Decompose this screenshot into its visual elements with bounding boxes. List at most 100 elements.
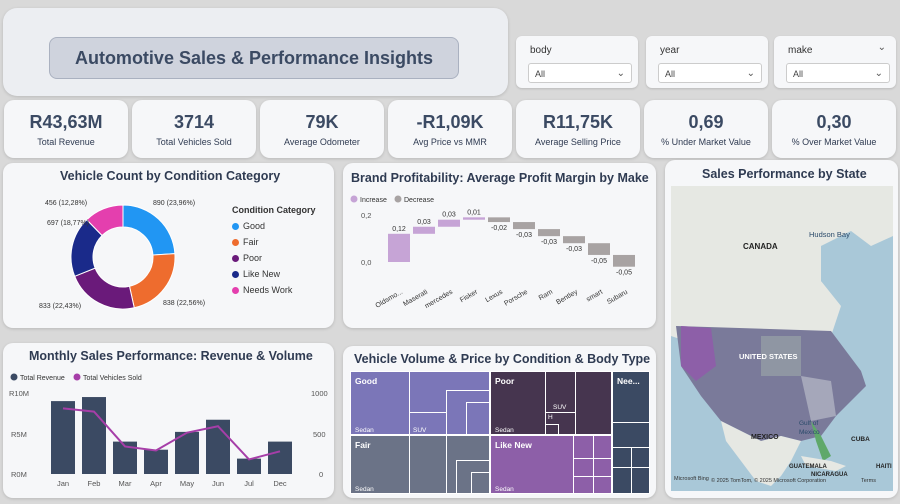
waterfall-bar[interactable]: [488, 217, 510, 222]
waterfall-chart: Increase Decrease 0,2 0,0 0,12 Oldsmo... 0…: [343, 163, 656, 328]
axis-tick: 0,2: [361, 211, 371, 220]
kpi-card[interactable]: R11,75K Average Selling Price: [516, 100, 640, 158]
kpi-value: 0,30: [772, 112, 896, 133]
title-panel: Automotive Sales & Performance Insights: [3, 8, 508, 96]
axis-tick: Oldsmo...: [375, 289, 404, 310]
donut-slice-poor[interactable]: [75, 268, 135, 309]
revenue-bar[interactable]: [82, 397, 106, 474]
legend-swatch: [232, 239, 239, 246]
map-canvas: [671, 186, 893, 491]
slicer-make[interactable]: make ⌄ All ⌄: [774, 36, 896, 88]
kpi-value: 3714: [132, 112, 256, 133]
kpi-label: Total Revenue: [4, 137, 128, 147]
map-label: GUATEMALA: [789, 464, 827, 470]
axis-tick: Mar: [119, 479, 132, 488]
treemap-group-likenew[interactable]: Like New Sedan: [490, 435, 612, 494]
chevron-down-icon: ⌄: [875, 68, 883, 79]
kpi-label: Average Odometer: [260, 137, 384, 147]
axis-tick: Porsche: [503, 289, 529, 308]
chevron-down-icon[interactable]: ⌄: [878, 42, 886, 53]
legend-swatch: [232, 271, 239, 278]
legend-item[interactable]: Like New: [232, 269, 316, 279]
map-card[interactable]: Sales Performance by State CANADA Hudson…: [665, 160, 898, 498]
legend-item[interactable]: Needs Work: [232, 285, 316, 295]
revenue-bar[interactable]: [268, 442, 292, 474]
kpi-card[interactable]: 0,69 % Under Market Value: [644, 100, 768, 158]
map-copyright: © 2025 TomTom, © 2025 Microsoft Corporat…: [711, 478, 826, 484]
treemap-label: H: [548, 414, 553, 421]
map-label: CANADA: [743, 242, 778, 251]
bing-logo: Microsoft Bing: [674, 476, 709, 482]
waterfall-bar[interactable]: [463, 217, 485, 219]
legend-swatch: [232, 223, 239, 230]
page-title: Automotive Sales & Performance Insights: [49, 37, 459, 79]
revenue-bar[interactable]: [237, 459, 261, 474]
axis-tick: Feb: [88, 479, 101, 488]
map-terms-link[interactable]: Terms: [861, 478, 876, 484]
legend-label: Decrease: [404, 197, 434, 204]
treemap-group-good[interactable]: Good Sedan SUV: [350, 371, 490, 435]
kpi-value: R11,75K: [516, 112, 640, 133]
axis-tick: Fisker: [459, 288, 480, 304]
monthly-chart-card[interactable]: Monthly Sales Performance: Revenue & Vol…: [3, 343, 334, 498]
waterfall-bar[interactable]: [613, 255, 635, 267]
body-dropdown[interactable]: All ⌄: [528, 63, 632, 83]
data-label: 833 (22,43%): [39, 303, 81, 310]
waterfall-bar[interactable]: [588, 243, 610, 255]
axis-tick: May: [180, 479, 194, 488]
slicer-label: year: [660, 45, 679, 56]
slicer-year[interactable]: year All ⌄: [646, 36, 768, 88]
donut-chart-card[interactable]: Vehicle Count by Condition Category 890 …: [3, 163, 334, 328]
map-label: CUBA: [851, 436, 870, 443]
data-label: 890 (23,96%): [153, 200, 195, 207]
legend-label: Increase: [360, 197, 387, 204]
data-label: -0,03: [566, 246, 582, 253]
axis-tick: 0,0: [361, 258, 371, 267]
donut-slice-good[interactable]: [123, 205, 175, 255]
waterfall-chart-card[interactable]: Brand Profitability: Average Profit Marg…: [343, 163, 656, 328]
kpi-card[interactable]: 79K Average Odometer: [260, 100, 384, 158]
kpi-card[interactable]: R43,63M Total Revenue: [4, 100, 128, 158]
kpi-card[interactable]: 0,30 % Over Market Value: [772, 100, 896, 158]
revenue-bar[interactable]: [51, 401, 75, 474]
waterfall-bar[interactable]: [388, 234, 410, 262]
chart-legend: Condition Category Good Fair Poor Like N…: [232, 205, 316, 295]
legend-item[interactable]: Good: [232, 221, 316, 231]
treemap-group-poor[interactable]: Poor SUV H Sedan: [490, 371, 612, 435]
map-view[interactable]: CANADA Hudson Bay UNITED STATES MEXICO G…: [671, 186, 893, 491]
slicer-body[interactable]: body All ⌄: [516, 36, 638, 88]
waterfall-bar[interactable]: [413, 227, 435, 234]
dropdown-value: All: [535, 69, 545, 79]
kpi-value: R43,63M: [4, 112, 128, 133]
waterfall-bar[interactable]: [513, 222, 535, 229]
kpi-value: 79K: [260, 112, 384, 133]
make-dropdown[interactable]: All ⌄: [786, 63, 890, 83]
data-label: 838 (22,56%): [163, 300, 205, 307]
treemap-label: Sedan: [495, 427, 514, 434]
waterfall-bar[interactable]: [538, 229, 560, 236]
legend-item[interactable]: Poor: [232, 253, 316, 263]
kpi-label: % Under Market Value: [644, 137, 768, 147]
kpi-card[interactable]: 3714 Total Vehicles Sold: [132, 100, 256, 158]
axis-tick: R5M: [11, 430, 27, 439]
treemap-group-fair[interactable]: Fair Sedan: [350, 435, 490, 494]
legend-item[interactable]: Fair: [232, 237, 316, 247]
kpi-value: -R1,09K: [388, 112, 512, 133]
kpi-card[interactable]: -R1,09K Avg Price vs MMR: [388, 100, 512, 158]
revenue-bar[interactable]: [144, 450, 168, 474]
waterfall-bar[interactable]: [438, 220, 460, 227]
legend-swatch: [232, 255, 239, 262]
legend-swatch: [395, 196, 402, 203]
legend-label: Like New: [243, 269, 280, 279]
treemap-group-needs-work[interactable]: Nee...: [612, 371, 650, 494]
waterfall-bar[interactable]: [563, 236, 585, 243]
data-label: -0,02: [491, 225, 507, 232]
treemap-label: SUV: [413, 427, 426, 434]
kpi-label: Average Selling Price: [516, 137, 640, 147]
axis-tick: smart: [585, 289, 604, 304]
treemap-card[interactable]: Vehicle Volume & Price by Condition & Bo…: [343, 346, 656, 498]
treemap-label: Poor: [495, 376, 514, 386]
year-dropdown[interactable]: All ⌄: [658, 63, 762, 83]
chevron-down-icon: ⌄: [747, 68, 755, 79]
axis-tick: Jul: [244, 479, 254, 488]
